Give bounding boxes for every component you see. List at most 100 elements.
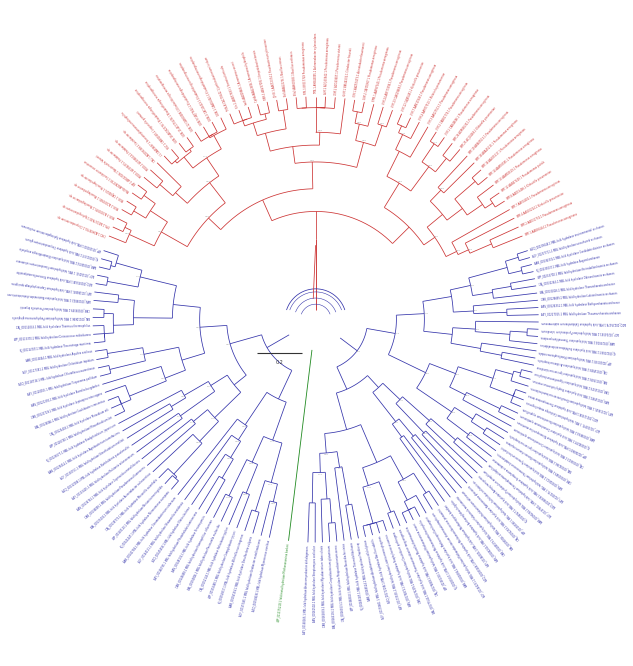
- Text: L1 CAA59697.1 Stenotrophomonas maltophilia: L1 CAA59697.1 Stenotrophomonas maltophil…: [121, 109, 164, 155]
- Text: ABV_00201612.1 MBL fold hydrolase Pyrococcus horikoshii: ABV_00201612.1 MBL fold hydrolase Pyroco…: [501, 445, 564, 490]
- Text: 0.76: 0.76: [399, 400, 404, 401]
- Text: GIM-1 CAF05907.1 Pseudomonas aeruginosa: GIM-1 CAF05907.1 Pseudomonas aeruginosa: [363, 45, 379, 100]
- Text: 0.85: 0.85: [356, 351, 361, 352]
- Text: WP_00153480.1 MBL fold hydrolase Campylobacter jejuni: WP_00153480.1 MBL fold hydrolase Campylo…: [208, 530, 237, 599]
- Text: 0.93: 0.93: [317, 130, 322, 131]
- Text: 0.80: 0.80: [425, 373, 430, 374]
- Text: ACF_00144121.1 MBL fold hydrolase Shewanella oneidensis: ACF_00144121.1 MBL fold hydrolase Shewan…: [137, 501, 185, 564]
- Text: 0.89: 0.89: [468, 248, 472, 250]
- Text: 0.75: 0.75: [140, 354, 145, 355]
- Text: IMP-2 AAD31734.1 Pseudomonas aeruginosa: IMP-2 AAD31734.1 Pseudomonas aeruginosa: [520, 200, 573, 228]
- Text: KJ_00114707.1 MBL fold hydrolase Thermotoga maritima: KJ_00114707.1 MBL fold hydrolase Thermot…: [20, 341, 91, 352]
- Text: WP_00233700.1 MBL fold hydrolase Heimdallarchaeota archaeon: WP_00233700.1 MBL fold hydrolase Heimdal…: [537, 261, 618, 280]
- Text: 0.95: 0.95: [380, 123, 385, 125]
- Text: GOB-9 CAJ77642.1 Elizabethkingia meningoseptica: GOB-9 CAJ77642.1 Elizabethkingia meningo…: [168, 68, 204, 125]
- Text: ACF_00184231.1 MBL fold hydrolase Methanobacterium thermoautotrophicum: ACF_00184231.1 MBL fold hydrolase Methan…: [432, 511, 487, 597]
- Text: AEY_00200275.1 MBL fold hydrolase Thermococcus kodakarensis: AEY_00200275.1 MBL fold hydrolase Thermo…: [497, 451, 565, 502]
- Text: BcII AAA22276.1 Bacillus cereus: BcII AAA22276.1 Bacillus cereus: [279, 55, 288, 96]
- Text: 0.97: 0.97: [310, 160, 315, 161]
- Text: WP_00166850.1 MBL fold hydrolase Nocardia farcinica: WP_00166850.1 MBL fold hydrolase Nocardi…: [342, 543, 355, 611]
- Text: 0.88: 0.88: [440, 188, 444, 189]
- Text: 0.81: 0.81: [205, 216, 210, 217]
- Text: 0.92: 0.92: [242, 426, 247, 427]
- Text: TMB-1 AHB43095.1 Achromobacter xylosoxidans: TMB-1 AHB43095.1 Achromobacter xylosoxid…: [314, 33, 318, 94]
- Text: CAJ_00232363.1 MBL fold hydrolase Odinarchaeota archaeon: CAJ_00232363.1 MBL fold hydrolase Odinar…: [539, 272, 615, 288]
- Text: VIM-13 CAK19669.1 Pseudomonas aeruginosa: VIM-13 CAK19669.1 Pseudomonas aeruginosa: [392, 53, 415, 109]
- Text: 0.80: 0.80: [226, 344, 231, 345]
- Text: 0.91: 0.91: [243, 494, 248, 496]
- Text: WP_00113370.1 MBL fold hydrolase Deinococcus radiodurans: WP_00113370.1 MBL fold hydrolase Deinoco…: [13, 332, 91, 342]
- Text: ABV_00228352.1 MBL fold hydrolase Bathyarchaeota archaeon: ABV_00228352.1 MBL fold hydrolase Bathya…: [541, 301, 620, 309]
- Text: AAB_00196264.1 MBL fold hydrolase Pyrobaculum aerophilum: AAB_00196264.1 MBL fold hydrolase Pyroba…: [483, 468, 544, 523]
- Text: BAI_00231026.1 MBL fold hydrolase Thorarchaeota archaeon: BAI_00231026.1 MBL fold hydrolase Thorar…: [539, 282, 616, 294]
- Text: WP_00180220.1 MBL fold hydrolase Methanosarcina mazei: WP_00180220.1 MBL fold hydrolase Methano…: [413, 521, 449, 589]
- Text: KJ_00101337.1 MBL fold hydrolase Chryseobacterium gleum: KJ_00101337.1 MBL fold hydrolase Chryseo…: [25, 235, 99, 260]
- Text: GOB-1 CAA05442.1 Elizabethkingia meningoseptica: GOB-1 CAA05442.1 Elizabethkingia meningo…: [190, 55, 222, 116]
- Text: BAI_00164176.1 MBL fold hydrolase Corynebacterium glutamicum: BAI_00164176.1 MBL fold hydrolase Coryne…: [328, 545, 337, 628]
- Text: SPM-1 AAP97543.1 Pseudomonas aeruginosa: SPM-1 AAP97543.1 Pseudomonas aeruginosa: [373, 47, 391, 102]
- Text: KJ_00128077.1 MBL fold hydrolase Bradyrhizobium japonicum: KJ_00128077.1 MBL fold hydrolase Bradyrh…: [46, 423, 117, 463]
- Text: 1.00: 1.00: [207, 386, 212, 387]
- Text: 0.94: 0.94: [427, 165, 432, 166]
- Text: 0.71: 0.71: [203, 156, 208, 157]
- Text: 0.87: 0.87: [206, 181, 211, 182]
- Text: KJ_00154817.1 MBL fold hydrolase Wolinella succinogenes: KJ_00154817.1 MBL fold hydrolase Wolinel…: [218, 533, 246, 603]
- Text: CAB_00176209.1 MBL fold hydrolase Clostridium perfringens: CAB_00176209.1 MBL fold hydrolase Clostr…: [392, 530, 423, 603]
- Text: AAB_00102674.1 MBL fold hydrolase Elizabethkingia anophelis: AAB_00102674.1 MBL fold hydrolase Elizab…: [19, 246, 97, 268]
- Text: ADQ_00198938.1 MBL fold hydrolase Ferroplasma acidarmanus: ADQ_00198938.1 MBL fold hydrolase Ferrop…: [492, 457, 558, 509]
- Text: ABV_00174872.1 MBL fold hydrolase Staphylococcus aureus: ABV_00174872.1 MBL fold hydrolase Staphy…: [385, 533, 413, 606]
- Text: ACF_00197601.1 MBL fold hydrolase Thermoplasma acidophilum: ACF_00197601.1 MBL fold hydrolase Thermo…: [488, 462, 553, 517]
- Text: IMP-1 AAB36454.1 Pseudomonas aeruginosa: IMP-1 AAB36454.1 Pseudomonas aeruginosa: [524, 212, 578, 237]
- Text: BAI_00137436.1 MBL fold hydrolase Acinetobacter calcoaceticus: BAI_00137436.1 MBL fold hydrolase Acinet…: [91, 472, 152, 530]
- Text: 0.80: 0.80: [394, 422, 399, 424]
- Text: CAB_00202949.1 MBL fold hydrolase Nanoarchaeum equitans: CAB_00202949.1 MBL fold hydrolase Nanoar…: [505, 439, 573, 484]
- Text: AEY_00173535.1 MBL fold hydrolase Listeria monocytogenes: AEY_00173535.1 MBL fold hydrolase Lister…: [379, 535, 404, 609]
- Text: AAB_00209634.1 MBL fold hydrolase Korarchaeum cryptofilum: AAB_00209634.1 MBL fold hydrolase Korarc…: [523, 406, 596, 440]
- Text: ADQ_00132088.1 MBL fold hydrolase Burkholderia pseudomallei: ADQ_00132088.1 MBL fold hydrolase Burkho…: [61, 446, 130, 494]
- Text: SIM-1 AAZ57473.1 Acinetobacter baumannii: SIM-1 AAZ57473.1 Acinetobacter baumannii: [353, 42, 367, 97]
- Text: MUS-1 CAJ82625.1 Muscilaginibacter sp.: MUS-1 CAJ82625.1 Muscilaginibacter sp.: [80, 171, 125, 201]
- Text: CHO-1 ADH09735.1 Chryseobacterium sp.: CHO-1 ADH09735.1 Chryseobacterium sp.: [57, 213, 107, 237]
- Text: CphA AAA22606.1 Aeromonas hydrophila: CphA AAA22606.1 Aeromonas hydrophila: [241, 51, 259, 102]
- Text: IMP-7 AAF04602.1 Pseudomonas aeruginosa: IMP-7 AAF04602.1 Pseudomonas aeruginosa: [511, 179, 561, 210]
- Text: GOB-18 AEQ92278.1 Elizabethkingia meningoseptica: GOB-18 AEQ92278.1 Elizabethkingia mening…: [135, 87, 179, 143]
- Text: CAJ_00178883.1 MBL fold hydrolase Moorella thermoacetica: CAJ_00178883.1 MBL fold hydrolase Moorel…: [406, 525, 441, 595]
- Text: KJ_00181557.1 MBL fold hydrolase Methanosaeta thermophila: KJ_00181557.1 MBL fold hydrolase Methano…: [419, 518, 459, 589]
- Text: AEY_00146795.1 MBL fold hydrolase Photorhabdus luminescens: AEY_00146795.1 MBL fold hydrolase Photor…: [154, 511, 199, 581]
- Text: AEY_00186905.1 MBL fold hydrolase Methanopyrus kandleri: AEY_00186905.1 MBL fold hydrolase Methan…: [444, 503, 491, 566]
- Text: Sfh-1 ABB77883.1 Serratia fonticola: Sfh-1 ABB77883.1 Serratia fonticola: [220, 64, 240, 109]
- Text: BAI_00217656.1 MBL fold hydrolase Ignicoccus islandicus: BAI_00217656.1 MBL fold hydrolase Ignico…: [536, 364, 608, 382]
- Text: CAJ_00192253.1 MBL fold hydrolase Natromonas pharaonis: CAJ_00192253.1 MBL fold hydrolase Natrom…: [467, 484, 521, 541]
- Text: WP_00126740.1 MBL fold hydrolase Mesorhizobium loti: WP_00126740.1 MBL fold hydrolase Mesorhi…: [49, 416, 113, 449]
- Text: 0.81: 0.81: [357, 122, 362, 123]
- Text: ADQ_00145458.1 MBL fold hydrolase Vibrio cholerae: ADQ_00145458.1 MBL fold hydrolase Vibrio…: [152, 506, 192, 563]
- Text: BAI_00150806.1 MBL fold hydrolase Pasteurella multocida: BAI_00150806.1 MBL fold hydrolase Pasteu…: [187, 523, 222, 591]
- Text: FEZ-1 CAB92560.1 Legionella gormanii: FEZ-1 CAB92560.1 Legionella gormanii: [137, 109, 171, 149]
- Text: IMP-14 AAM76595.1 Pseudomonas aeruginosa: IMP-14 AAM76595.1 Pseudomonas aeruginosa: [488, 137, 536, 177]
- Text: KJ_00208297.1 MBL fold hydrolase Cenarchaeum symbiosum: KJ_00208297.1 MBL fold hydrolase Cenarch…: [520, 413, 591, 448]
- Text: 0.83: 0.83: [451, 412, 455, 414]
- Text: 0.75: 0.75: [136, 276, 141, 277]
- Text: AEY_00133425.1 MBL fold hydrolase Ralstonia solanacearum: AEY_00133425.1 MBL fold hydrolase Ralsto…: [72, 452, 135, 501]
- Text: CAB_00122729.1 MBL fold hydrolase Leptospira interrogans: CAB_00122729.1 MBL fold hydrolase Leptos…: [31, 392, 103, 420]
- Text: PEDO-2 ACE96375.1 Pedobacter sp.: PEDO-2 ACE96375.1 Pedobacter sp.: [106, 145, 143, 177]
- Text: 0.84: 0.84: [398, 181, 403, 182]
- Text: 0.77: 0.77: [177, 416, 182, 418]
- Text: 0.75: 0.75: [211, 418, 216, 420]
- Text: AEY_00120055.1 MBL fold hydrolase Treponema pallidum: AEY_00120055.1 MBL fold hydrolase Trepon…: [27, 375, 98, 397]
- Text: 0.74: 0.74: [190, 422, 194, 423]
- Text: 0.81: 0.81: [428, 421, 433, 422]
- Text: SPS-1 ADQ57840.1 Sphingobacterium sp.: SPS-1 ADQ57840.1 Sphingobacterium sp.: [62, 202, 111, 228]
- Text: AAB_00236374.1 MBL fold hydrolase Candidate division archaeon: AAB_00236374.1 MBL fold hydrolase Candid…: [534, 242, 615, 266]
- Text: CAB_00136099.1 MBL fold hydrolase Pseudomonas fluorescens: CAB_00136099.1 MBL fold hydrolase Pseudo…: [84, 466, 146, 520]
- Text: IMP-25 ACJ04669.1 Klebsiella pneumoniae: IMP-25 ACJ04669.1 Klebsiella pneumoniae: [460, 106, 498, 149]
- Text: THIN-B CAC79542.1 Janthinobacterium lividum: THIN-B CAC79542.1 Janthinobacterium livi…: [204, 56, 230, 112]
- Text: ABV_00121392.1 MBL fold hydrolase Borrelia burgdorferi: ABV_00121392.1 MBL fold hydrolase Borrel…: [31, 383, 100, 408]
- Text: 0.75: 0.75: [423, 313, 429, 314]
- Text: Mbl1b ABZ80738.1 Caulobacter crescentus: Mbl1b ABZ80738.1 Caulobacter crescentus: [84, 159, 131, 193]
- Text: BAI_00177546.1 MBL fold hydrolase Thermoanaerobacter tengcongensis: BAI_00177546.1 MBL fold hydrolase Thermo…: [399, 527, 437, 613]
- Text: ACF_00157491.1 MBL fold hydrolase Geobacter metallireducens: ACF_00157491.1 MBL fold hydrolase Geobac…: [239, 538, 262, 617]
- Text: ADQ_00105348.1 MBL fold hydrolase Riemerella anatipestifer: ADQ_00105348.1 MBL fold hydrolase Riemer…: [16, 268, 93, 285]
- Text: 0.73: 0.73: [394, 333, 399, 334]
- Text: IMP-26 ADR66530.1 Pseudomonas aeruginosa: IMP-26 ADR66530.1 Pseudomonas aeruginosa: [453, 95, 491, 143]
